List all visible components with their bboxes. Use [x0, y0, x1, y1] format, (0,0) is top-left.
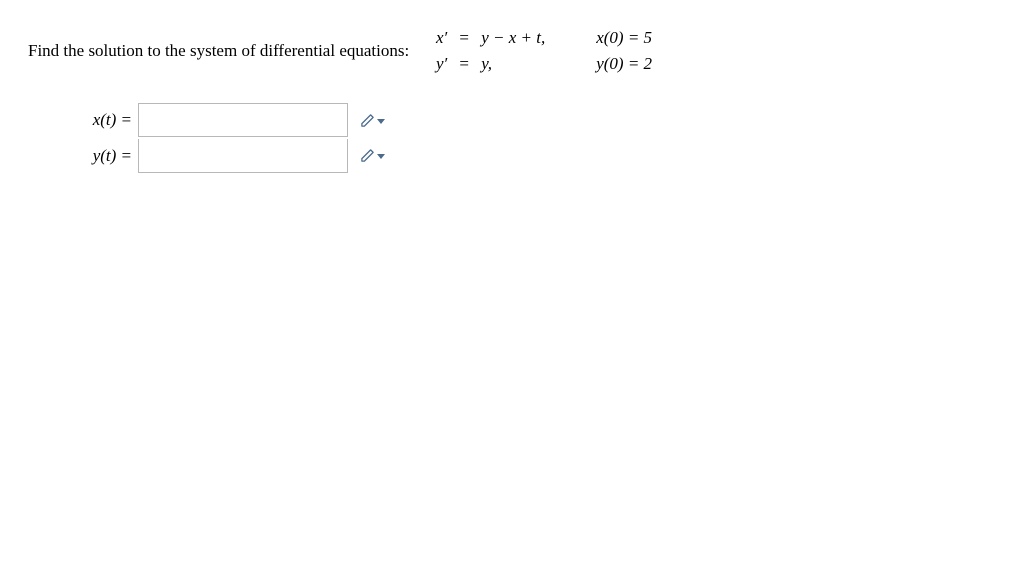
answer-row-x: x(t) = — [80, 102, 996, 138]
eq2-rhs: y, — [481, 54, 551, 74]
chevron-down-icon — [377, 119, 385, 124]
problem-statement: Find the solution to the system of diffe… — [28, 28, 996, 74]
prompt-text: Find the solution to the system of diffe… — [28, 41, 409, 61]
equations-column: x′ = y − x + t, y′ = y, — [427, 28, 551, 74]
ic1-text: x(0) = 5 — [596, 28, 676, 48]
answer-y-field — [138, 139, 348, 173]
equation-1: x′ = y − x + t, — [427, 28, 551, 48]
answer-x-label: x(t) = — [80, 110, 138, 130]
answer-fields: x(t) = y(t) = — [80, 102, 996, 174]
pencil-icon — [360, 113, 375, 128]
equation-editor-button-y[interactable] — [360, 139, 385, 172]
equation-editor-button-x[interactable] — [360, 104, 385, 136]
ic-2: y(0) = 2 — [596, 54, 676, 74]
eq1-rhs: y − x + t, — [481, 28, 551, 48]
answer-y-label: y(t) = — [80, 146, 138, 166]
answer-x-input[interactable] — [139, 104, 360, 136]
pencil-icon — [360, 148, 375, 163]
initial-conditions-column: x(0) = 5 y(0) = 2 — [596, 28, 676, 74]
equation-2: y′ = y, — [427, 54, 551, 74]
chevron-down-icon — [377, 154, 385, 159]
ic2-text: y(0) = 2 — [596, 54, 676, 74]
equation-system: x′ = y − x + t, y′ = y, x(0) = 5 y(0) = … — [427, 28, 676, 74]
answer-y-input[interactable] — [139, 139, 360, 172]
eq1-lhs: x′ — [427, 28, 447, 48]
ic-1: x(0) = 5 — [596, 28, 676, 48]
answer-x-field — [138, 103, 348, 137]
eq2-lhs: y′ — [427, 54, 447, 74]
eq2-op: = — [457, 54, 471, 74]
eq1-op: = — [457, 28, 471, 48]
answer-row-y: y(t) = — [80, 138, 996, 174]
